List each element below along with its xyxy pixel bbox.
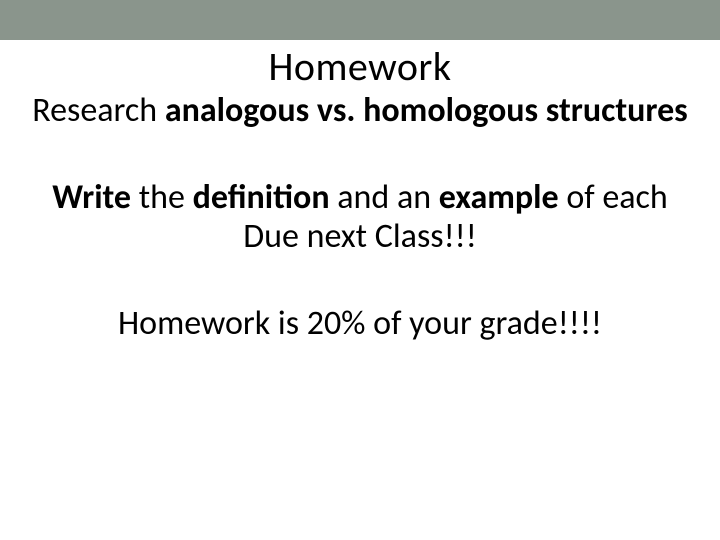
due-line: Due next Class!!! xyxy=(20,217,700,256)
slide-content: Homework Research analogous vs. homologo… xyxy=(0,42,720,343)
research-topic: analogous vs. homologous structures xyxy=(165,90,688,131)
text-and-an: and an xyxy=(330,177,439,218)
research-line: Research analogous vs. homologous struct… xyxy=(20,91,700,130)
word-definition: definition xyxy=(193,177,330,218)
grade-line: Homework is 20% of your grade!!!! xyxy=(20,304,700,343)
top-accent-bar xyxy=(0,0,720,40)
word-write: Write xyxy=(52,177,131,218)
text-the: the xyxy=(131,177,193,218)
research-prefix: Research xyxy=(32,90,165,131)
text-of-each: of each xyxy=(559,177,668,218)
word-example: example xyxy=(439,177,559,218)
instruction-line: Write the definition and an example of e… xyxy=(20,178,700,217)
slide-title: Homework xyxy=(20,42,700,91)
